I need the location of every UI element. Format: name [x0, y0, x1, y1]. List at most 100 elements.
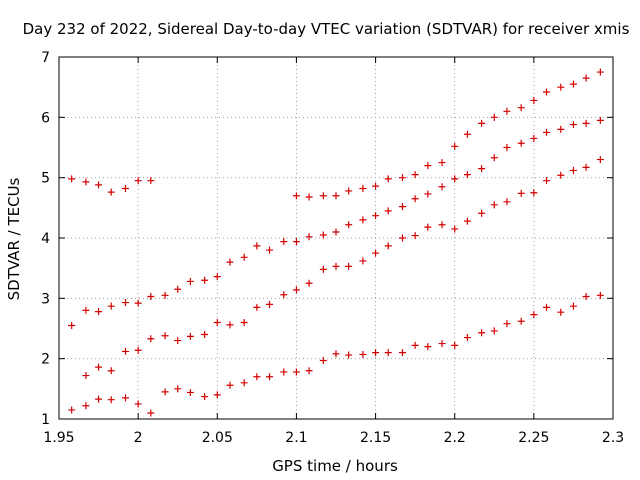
data-point [147, 293, 155, 301]
data-point [490, 327, 498, 335]
data-point [463, 171, 471, 179]
x-tick-label: 2.2 [444, 430, 466, 446]
y-tick-label: 2 [41, 352, 50, 368]
data-point [68, 175, 76, 183]
x-tick-label: 2.3 [602, 430, 624, 446]
data-point [582, 119, 590, 127]
y-tick-label: 4 [41, 231, 50, 247]
data-point [411, 232, 419, 240]
x-axis-label: GPS time / hours [272, 457, 398, 475]
data-point [582, 74, 590, 82]
data-point [424, 223, 432, 231]
data-point [266, 246, 274, 254]
data-point [292, 286, 300, 294]
data-point [463, 130, 471, 138]
data-point [372, 182, 380, 190]
y-tick-label: 6 [41, 110, 50, 126]
data-point [490, 113, 498, 121]
series-4 [82, 156, 604, 380]
data-point [280, 368, 288, 376]
y-axis-ticks: 1 2 3 4 5 6 7 [41, 50, 613, 428]
data-point [82, 372, 90, 380]
data-point [359, 216, 367, 224]
data-point [174, 337, 182, 345]
data-point [451, 341, 459, 349]
data-point [161, 291, 169, 299]
data-point [82, 402, 90, 410]
data-point [161, 332, 169, 340]
data-point [372, 249, 380, 257]
data-point [478, 329, 486, 337]
data-point [438, 183, 446, 191]
data-point [305, 279, 313, 287]
data-point [478, 165, 486, 173]
x-axis-ticks: 1.95 2 2.05 2.1 2.15 2.2 2.25 2.3 [43, 57, 624, 446]
data-point [121, 347, 129, 355]
data-point [240, 253, 248, 261]
data-point [319, 356, 327, 364]
data-point [398, 349, 406, 357]
data-point [503, 107, 511, 115]
data-point [569, 302, 577, 310]
data-point [596, 116, 604, 124]
data-point [292, 238, 300, 246]
series-2 [292, 68, 604, 201]
data-point [319, 192, 327, 200]
data-point [266, 300, 274, 308]
data-point [107, 302, 115, 310]
data-point [121, 185, 129, 193]
data-point [186, 332, 194, 340]
data-point [438, 340, 446, 348]
data-point [557, 171, 565, 179]
data-point [292, 368, 300, 376]
data-point [134, 346, 142, 354]
data-point [226, 321, 234, 329]
data-point [490, 154, 498, 162]
data-point [121, 394, 129, 402]
y-axis-label: SDTVAR / TECUs [5, 177, 23, 300]
data-point [517, 104, 525, 112]
data-point [359, 257, 367, 265]
data-point [201, 393, 209, 401]
data-point [424, 162, 432, 170]
data-point [596, 156, 604, 164]
data-point [332, 350, 340, 358]
data-point [569, 80, 577, 88]
data-point [503, 144, 511, 151]
data-point [557, 308, 565, 316]
data-point [95, 181, 103, 189]
data-point [213, 391, 221, 399]
data-point [384, 349, 392, 357]
data-point [253, 373, 261, 381]
data-point [240, 318, 248, 326]
data-point [517, 189, 525, 197]
data-point [478, 119, 486, 127]
data-point [201, 276, 209, 284]
data-point [398, 234, 406, 242]
x-tick-label: 2 [134, 430, 143, 446]
data-point [557, 83, 565, 91]
data-point [305, 193, 313, 201]
data-point [543, 128, 551, 136]
data-point [107, 396, 115, 404]
data-point [530, 134, 538, 142]
data-point [266, 373, 274, 381]
data-point [95, 308, 103, 316]
data-point [451, 225, 459, 233]
data-point [280, 238, 288, 246]
data-point [438, 221, 446, 229]
data-point [305, 233, 313, 241]
data-point [543, 177, 551, 185]
data-point [463, 334, 471, 342]
data-point [359, 350, 367, 358]
data-point [174, 285, 182, 293]
data-point [186, 277, 194, 285]
data-point [530, 96, 538, 104]
data-point [359, 185, 367, 193]
data-point [95, 395, 103, 403]
data-point [345, 221, 353, 229]
x-tick-label: 2.15 [360, 430, 391, 446]
data-point [134, 400, 142, 408]
y-tick-label: 1 [41, 412, 50, 428]
